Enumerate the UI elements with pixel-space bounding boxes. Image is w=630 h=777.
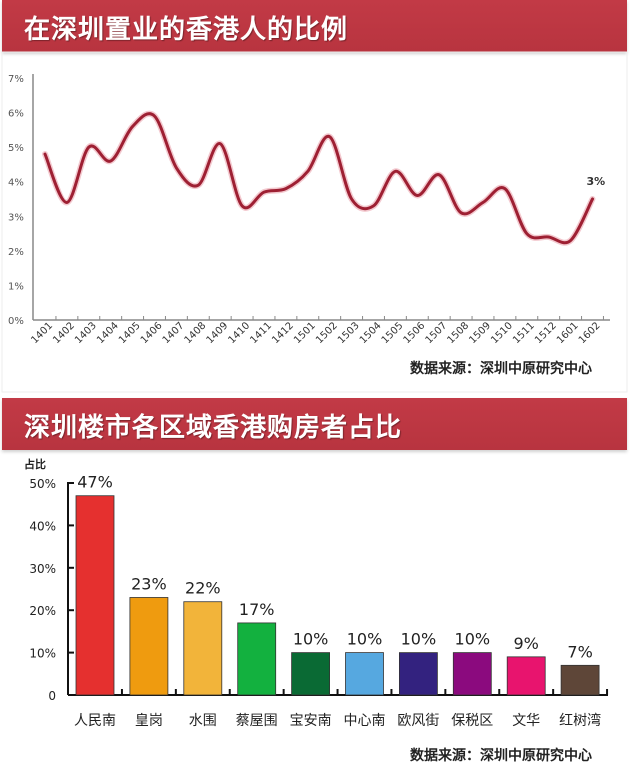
x-category-label: 保税区 [451, 713, 493, 729]
x-tick-label: 1509 [467, 320, 493, 346]
y-tick-label: 10% [29, 647, 56, 661]
x-tick-label: 1501 [292, 320, 318, 346]
bar-chart-source: 数据来源：深圳中原研究中心 [410, 748, 592, 764]
y-tick-label: 20% [29, 604, 56, 618]
bar [560, 664, 600, 696]
bar-value-label: 10% [293, 630, 329, 649]
x-category-label: 蔡屋围 [236, 713, 278, 729]
bar-value-label: 22% [185, 579, 221, 598]
y-tick-label: 5% [8, 143, 24, 154]
line-chart-title: 在深圳置业的香港人的比例 [24, 15, 349, 45]
bar-chart-title: 深圳楼市各区域香港购房者占比 [24, 413, 403, 443]
y-tick-label: 2% [8, 247, 24, 258]
bar-value-label: 23% [131, 574, 167, 593]
bar [345, 652, 384, 696]
x-tick-label: 1401 [29, 320, 55, 346]
x-tick-label: 1502 [314, 320, 340, 346]
last-value-annotation: 3% [587, 175, 606, 188]
bar [129, 597, 169, 696]
x-tick-label: 1602 [577, 320, 603, 346]
x-category-label: 宝安南 [290, 713, 332, 729]
x-tick-label: 1410 [226, 320, 252, 346]
x-tick-label: 1405 [117, 320, 143, 346]
y-axis-title: 占比 [24, 457, 46, 471]
data-line [43, 112, 594, 245]
y-tick-label: 1% [8, 281, 24, 292]
bar-value-label: 10% [455, 630, 491, 649]
x-tick-label: 1404 [95, 320, 121, 346]
x-tick-label: 1403 [73, 320, 99, 346]
x-tick-label: 1507 [424, 320, 450, 346]
x-category-label: 皇岗 [135, 713, 163, 729]
x-category-label: 水围 [189, 713, 217, 729]
x-tick-label: 1408 [183, 320, 209, 346]
x-tick-label: 1506 [402, 320, 428, 346]
bar-value-label: 10% [347, 630, 383, 649]
x-tick-label: 1511 [511, 320, 537, 346]
x-tick-label: 1503 [336, 320, 362, 346]
x-tick-label: 1504 [358, 320, 384, 346]
line-chart-banner: 在深圳置业的香港人的比例 [2, 0, 627, 52]
x-tick-label: 1409 [205, 320, 231, 346]
bar-value-label: 17% [239, 600, 275, 619]
line-chart: 0% 1% 2% 3% 4% 5% 6% 7% 140114021403140414051406… [1, 51, 628, 393]
bar [75, 495, 115, 696]
bar-value-label: 9% [514, 634, 539, 653]
bar-value-label: 7% [567, 642, 592, 661]
y-tick-label: 50% [29, 477, 56, 491]
x-tick-label: 1601 [555, 320, 581, 346]
bar [237, 622, 277, 696]
bar [506, 656, 546, 696]
y-tick-label: 0 [48, 689, 56, 703]
x-category-label: 人民南 [74, 713, 116, 729]
bar [183, 601, 223, 696]
x-category-label: 红树湾 [559, 712, 601, 729]
x-category-label: 文华 [512, 713, 540, 729]
y-tick-label: 40% [29, 519, 56, 533]
x-category-label: 中心南 [344, 713, 386, 729]
y-tick-label: 30% [29, 562, 56, 576]
bar [398, 652, 438, 696]
x-tick-label: 1508 [445, 320, 471, 346]
x-tick-label: 1411 [248, 320, 274, 346]
x-tick-label: 1512 [533, 320, 559, 346]
x-tick-label: 1406 [139, 320, 165, 346]
x-tick-label: 1505 [380, 320, 406, 346]
x-tick-label: 1402 [51, 320, 77, 346]
bar-value-label: 10% [401, 630, 437, 649]
x-tick-label: 1407 [161, 320, 187, 346]
x-tick-label: 1510 [489, 320, 515, 346]
y-tick-label: 6% [8, 109, 24, 120]
bar [452, 652, 492, 696]
line-chart-source: 数据来源：深圳中原研究中心 [410, 361, 592, 377]
bar-chart-banner: 深圳楼市各区域香港购房者占比 [2, 398, 627, 450]
y-tick-label: 7% [8, 74, 24, 85]
y-tick-label: 0% [8, 316, 24, 327]
y-tick-label: 3% [8, 212, 24, 223]
bar-value-label: 47% [77, 473, 113, 492]
x-tick-label: 1412 [270, 320, 296, 346]
y-tick-label: 4% [8, 178, 24, 189]
x-category-label: 欧风街 [397, 713, 439, 729]
bar [291, 652, 331, 696]
